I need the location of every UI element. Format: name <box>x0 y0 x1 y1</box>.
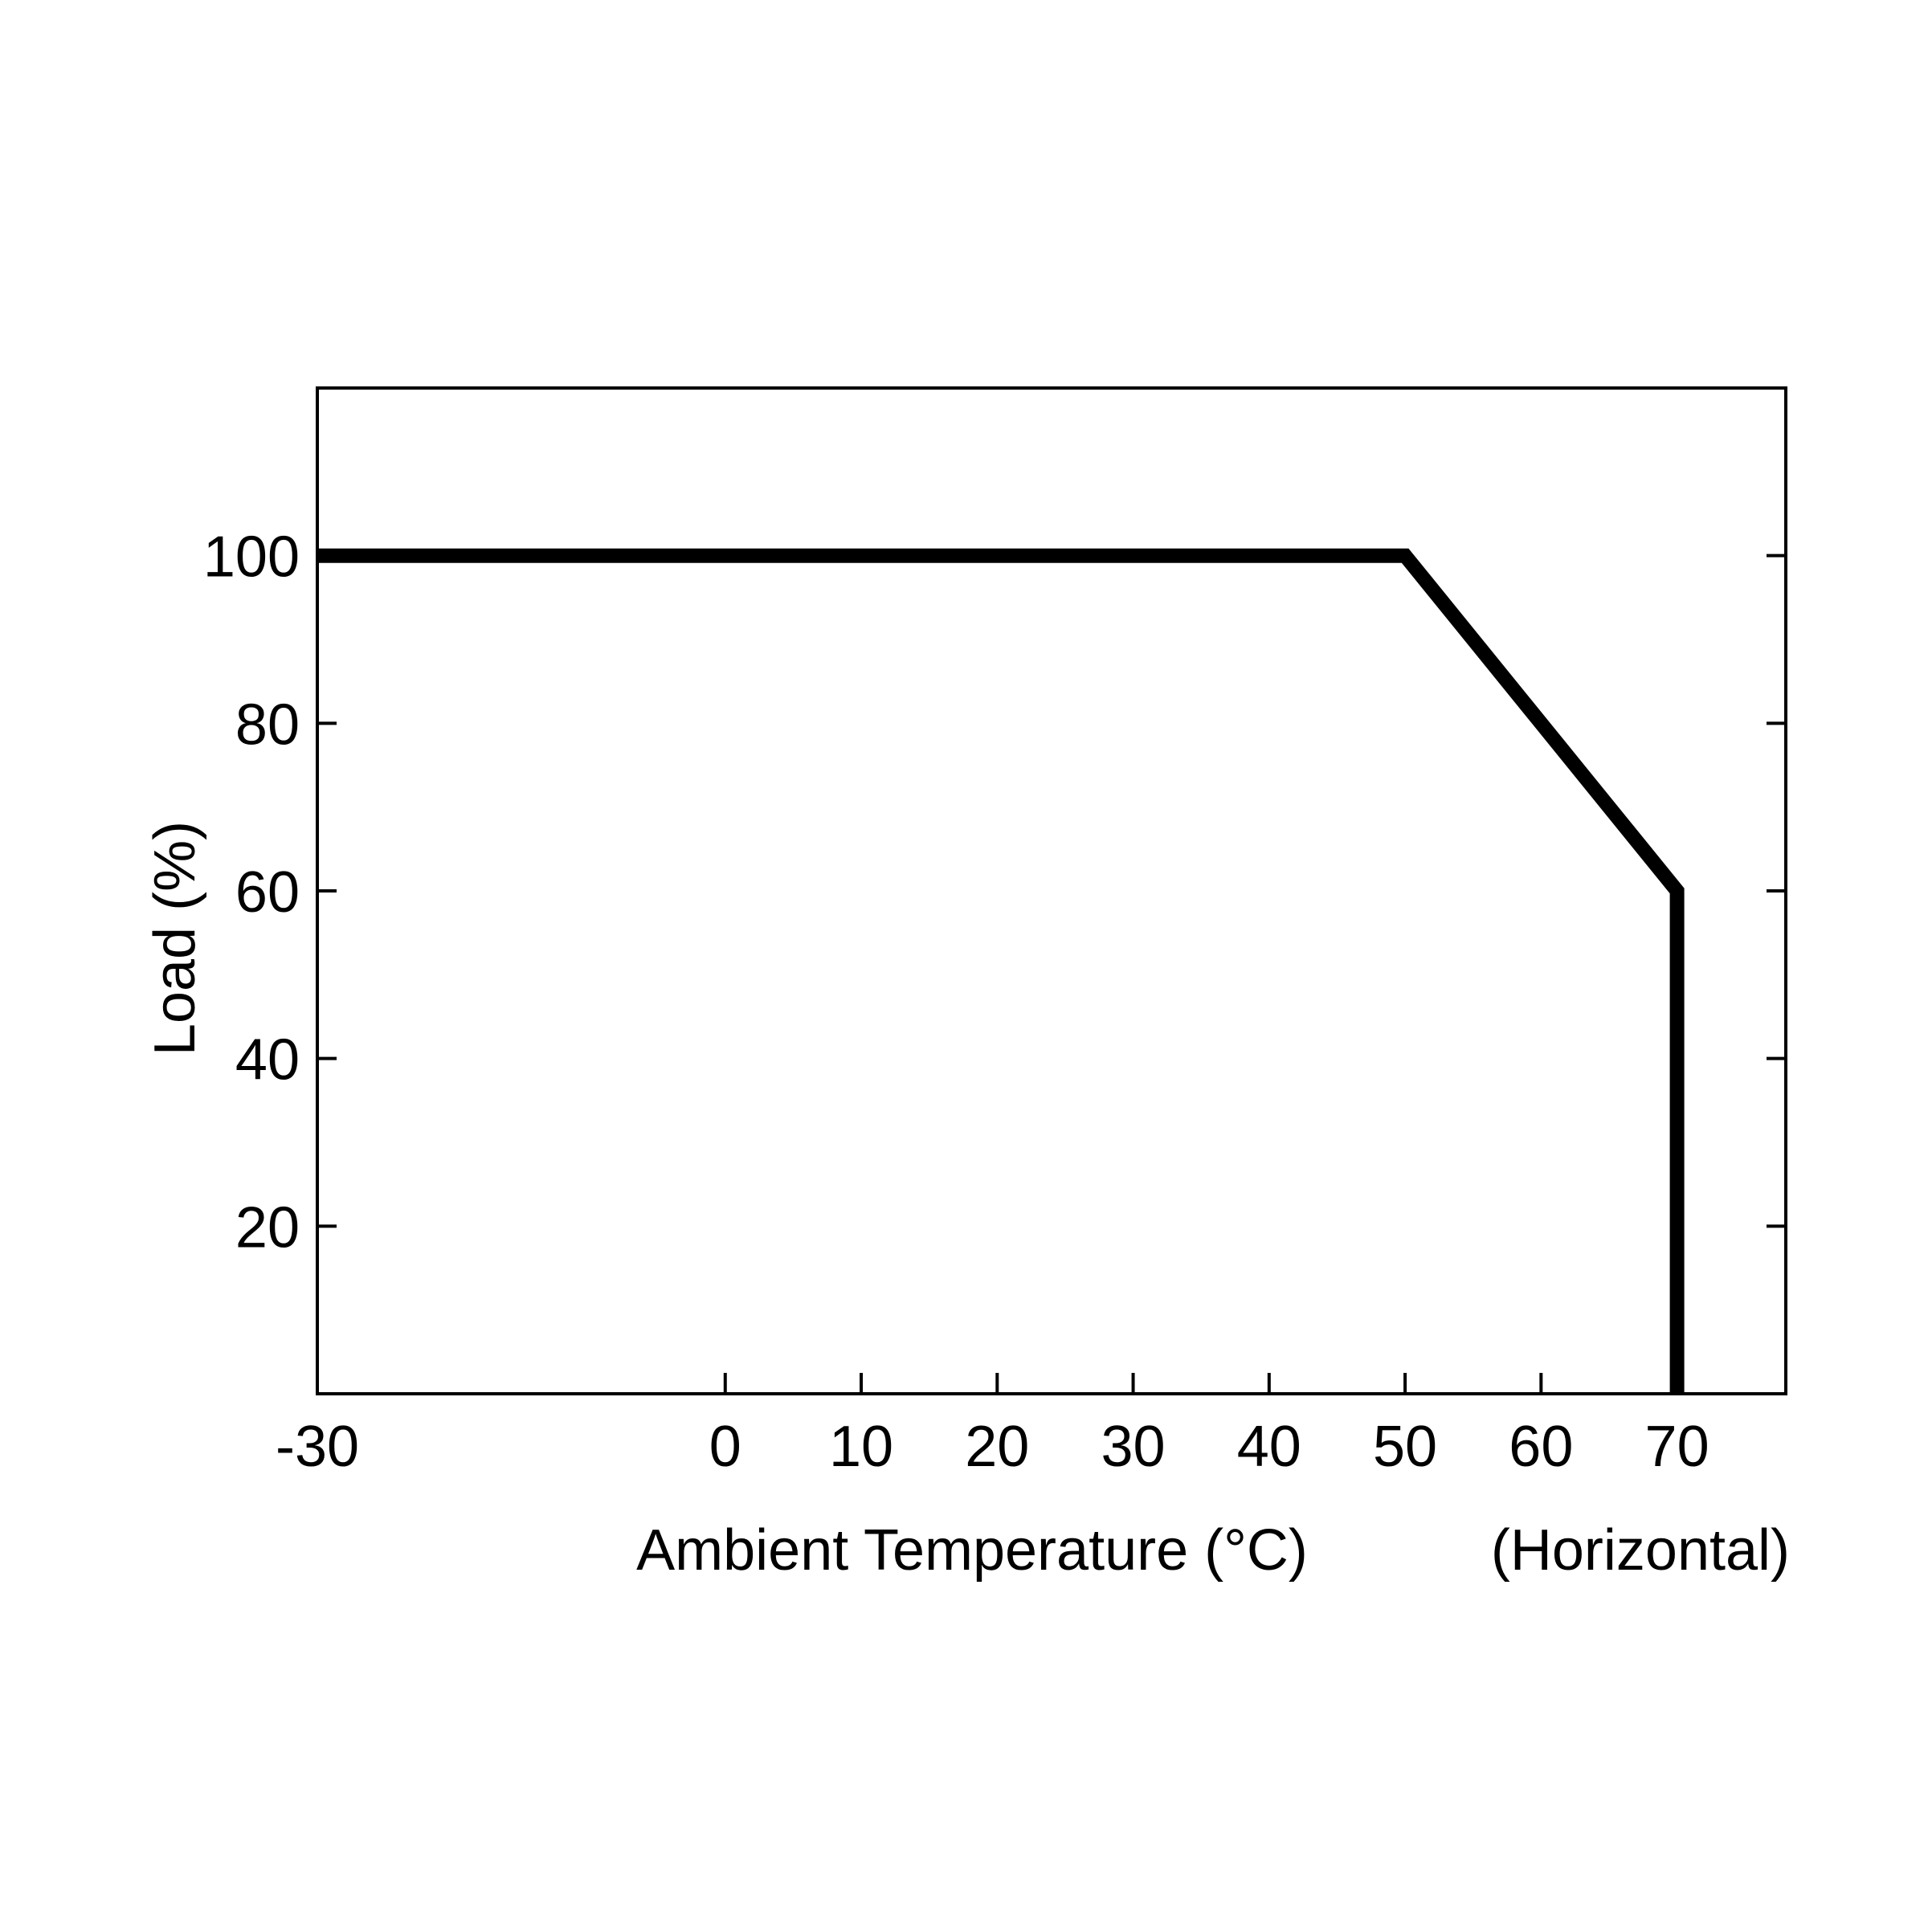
x-axis-ticks: -30 0 10 20 30 40 50 60 70 <box>276 1373 1709 1479</box>
x-tick-label: 30 <box>1101 1415 1166 1479</box>
x-tick-label: 0 <box>709 1415 741 1479</box>
x-tick-label: 10 <box>829 1415 893 1479</box>
y-tick-label: 80 <box>235 692 300 757</box>
y-tick-label: 40 <box>235 1028 300 1093</box>
load-derating-line <box>317 548 1685 1394</box>
x-axis-title: Ambient Temperature (°C) <box>636 1518 1308 1583</box>
x-tick-label: 60 <box>1509 1415 1573 1479</box>
x-tick-label: 40 <box>1237 1415 1301 1479</box>
x-tick-label: 50 <box>1373 1415 1437 1479</box>
y-tick-label: 20 <box>235 1195 300 1260</box>
y-tick-label: 60 <box>235 860 300 925</box>
x-tick-label: 20 <box>965 1415 1029 1479</box>
y-axis-ticks: 20 40 60 80 100 <box>203 525 1786 1260</box>
plot-frame <box>316 386 1787 1395</box>
x-tick-label: -30 <box>276 1415 359 1479</box>
x-tick-label: 70 <box>1645 1415 1709 1479</box>
y-axis-title: Load (%) <box>143 821 207 1056</box>
y-tick-label: 100 <box>203 525 300 590</box>
x-axis-note: (Horizontal) <box>1491 1518 1790 1583</box>
